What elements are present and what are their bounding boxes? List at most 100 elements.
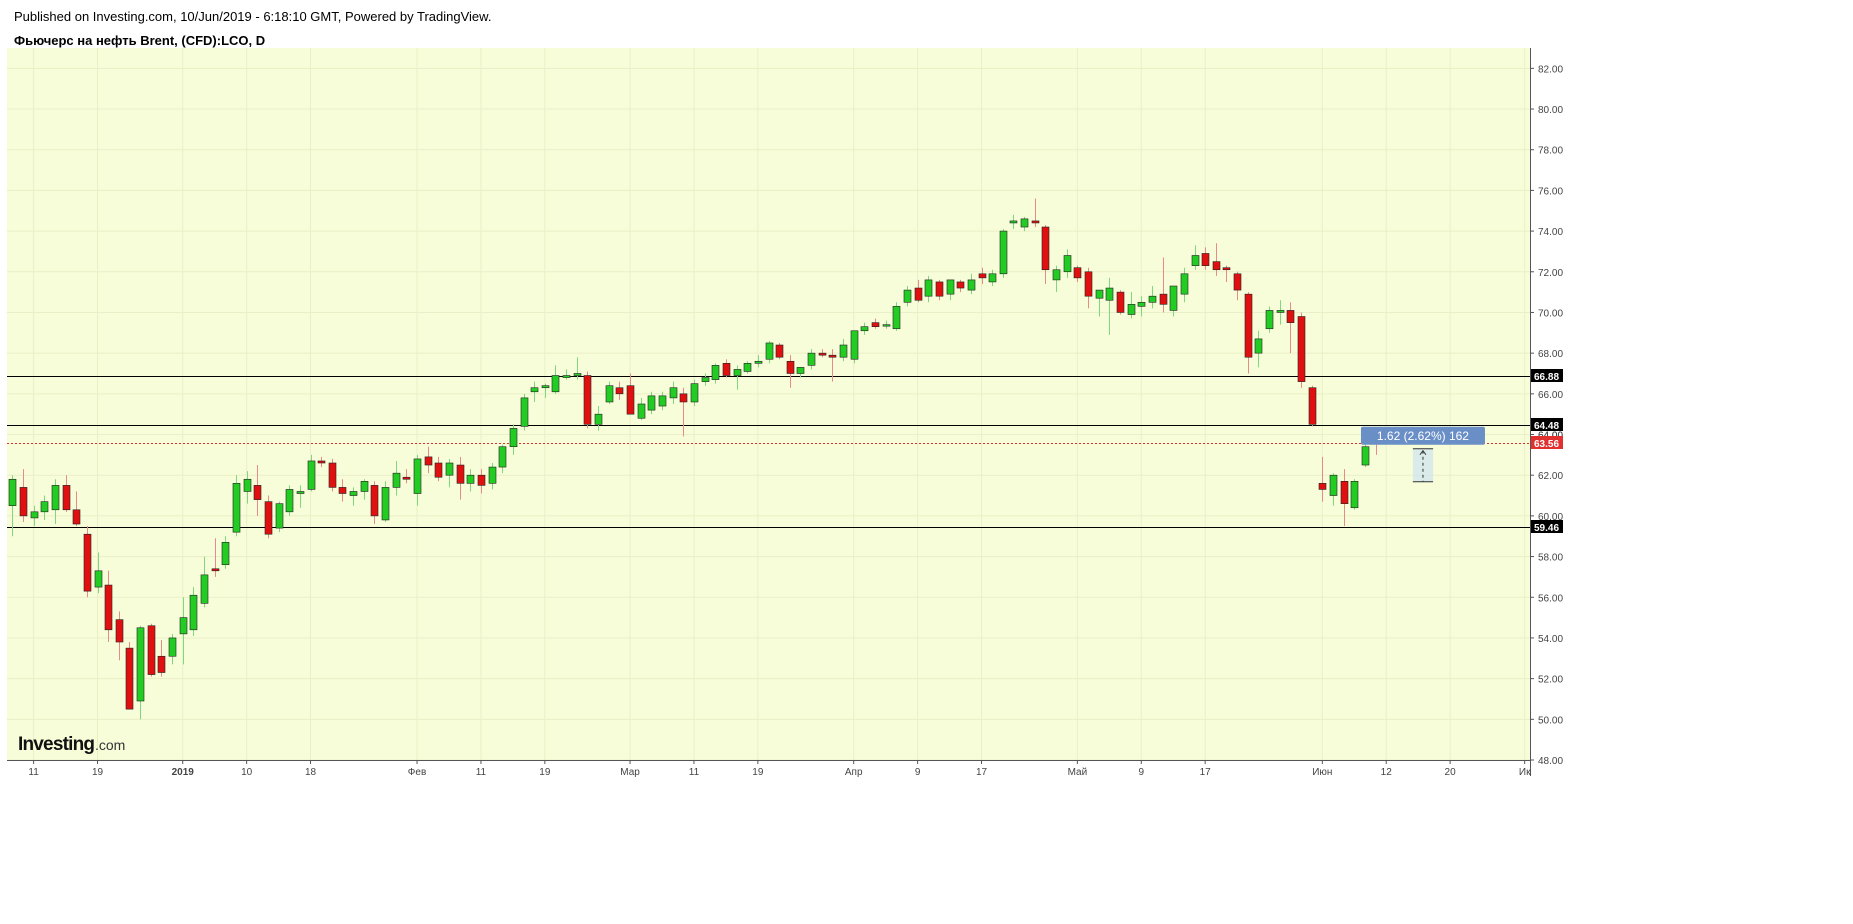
- candle[interactable]: [1095, 289, 1104, 317]
- candle[interactable]: [264, 495, 273, 539]
- candle[interactable]: [179, 597, 188, 665]
- candle[interactable]: [882, 320, 891, 329]
- x-axis[interactable]: 11 19 2019 10 18 Фев 11 19 Мар 11 19 Апр 9 17 Май 9 17 Ию…: [28, 760, 1531, 778]
- candle[interactable]: [1009, 214, 1018, 230]
- candle[interactable]: [1286, 302, 1295, 354]
- candle[interactable]: [488, 462, 497, 490]
- candle[interactable]: [381, 481, 390, 522]
- candle[interactable]: [434, 456, 443, 482]
- candle[interactable]: [1297, 312, 1306, 388]
- candle[interactable]: [796, 367, 805, 378]
- candle[interactable]: [232, 475, 241, 537]
- candle[interactable]: [807, 349, 816, 370]
- candle[interactable]: [1254, 330, 1263, 368]
- candle[interactable]: [1201, 247, 1210, 270]
- candle[interactable]: [1233, 271, 1242, 301]
- candle[interactable]: [669, 381, 678, 404]
- candle[interactable]: [1116, 290, 1125, 315]
- candle[interactable]: [424, 446, 433, 474]
- candle[interactable]: [349, 487, 358, 506]
- candle[interactable]: [1361, 444, 1370, 468]
- candle[interactable]: [520, 393, 529, 431]
- candle[interactable]: [892, 302, 901, 331]
- candle[interactable]: [285, 485, 294, 516]
- candle[interactable]: [477, 469, 486, 494]
- candle[interactable]: [1020, 216, 1029, 232]
- candle[interactable]: [1127, 292, 1136, 319]
- candle[interactable]: [1137, 296, 1146, 317]
- candle[interactable]: [147, 623, 156, 677]
- candle[interactable]: [647, 391, 656, 415]
- candle[interactable]: [871, 318, 880, 329]
- candle[interactable]: [296, 485, 305, 508]
- candle[interactable]: [924, 275, 933, 303]
- candle[interactable]: [221, 536, 230, 569]
- candle[interactable]: [967, 273, 976, 295]
- candle[interactable]: [839, 338, 848, 362]
- candle[interactable]: [8, 475, 17, 537]
- candle[interactable]: [573, 357, 582, 380]
- candle[interactable]: [637, 397, 646, 421]
- candle[interactable]: [775, 342, 784, 360]
- candle[interactable]: [392, 460, 401, 496]
- candle[interactable]: [1052, 265, 1061, 293]
- candle[interactable]: [743, 361, 752, 374]
- candle[interactable]: [733, 365, 742, 390]
- candle[interactable]: [466, 469, 475, 492]
- candle[interactable]: [253, 465, 262, 516]
- candle[interactable]: [903, 286, 912, 307]
- candle[interactable]: [402, 469, 411, 484]
- candle[interactable]: [136, 625, 145, 720]
- candle[interactable]: [200, 556, 209, 608]
- candle[interactable]: [275, 501, 284, 533]
- candle[interactable]: [1222, 265, 1231, 282]
- candle[interactable]: [83, 526, 92, 598]
- candle[interactable]: [988, 269, 997, 287]
- candle[interactable]: [1148, 286, 1157, 309]
- candle[interactable]: [94, 552, 103, 594]
- candle[interactable]: [1276, 300, 1285, 325]
- candle[interactable]: [978, 267, 987, 284]
- candle[interactable]: [956, 279, 965, 293]
- level-price-tag[interactable]: 64.48: [1534, 421, 1559, 432]
- last-price-tag[interactable]: 63.56: [1534, 439, 1559, 450]
- candle[interactable]: [243, 471, 252, 504]
- candle[interactable]: [594, 406, 603, 431]
- candle[interactable]: [765, 340, 774, 364]
- candle[interactable]: [456, 456, 465, 500]
- candle[interactable]: [850, 330, 859, 364]
- candle[interactable]: [818, 349, 827, 358]
- candle[interactable]: [19, 469, 28, 522]
- measure-tool[interactable]: 1.62 (2.62%) 162: [1360, 426, 1485, 483]
- candle[interactable]: [914, 279, 923, 303]
- candle[interactable]: [1031, 198, 1040, 228]
- candle[interactable]: [104, 570, 113, 643]
- candle[interactable]: [615, 381, 624, 400]
- candle[interactable]: [413, 454, 422, 506]
- candle[interactable]: [1073, 265, 1082, 282]
- candle[interactable]: [317, 456, 326, 468]
- candle[interactable]: [828, 349, 837, 382]
- candle[interactable]: [1340, 469, 1349, 527]
- candle[interactable]: [40, 495, 49, 520]
- candle[interactable]: [509, 424, 518, 455]
- candle[interactable]: [189, 587, 198, 636]
- candle[interactable]: [211, 538, 220, 577]
- level-price-tag[interactable]: 66.88: [1534, 372, 1559, 383]
- candle[interactable]: [30, 505, 39, 527]
- candle[interactable]: [1265, 306, 1274, 333]
- candle[interactable]: [1350, 479, 1359, 510]
- level-price-tag[interactable]: 59.46: [1534, 523, 1559, 534]
- candle[interactable]: [51, 479, 60, 525]
- candle[interactable]: [1159, 257, 1168, 313]
- candle[interactable]: [658, 391, 667, 411]
- candle[interactable]: [72, 491, 81, 527]
- candle[interactable]: [338, 479, 347, 502]
- candles[interactable]: [8, 198, 1381, 720]
- candle[interactable]: [711, 363, 720, 384]
- candle[interactable]: [1212, 243, 1221, 276]
- candle[interactable]: [1180, 267, 1189, 303]
- candle[interactable]: [1041, 224, 1050, 284]
- candle[interactable]: [583, 371, 592, 429]
